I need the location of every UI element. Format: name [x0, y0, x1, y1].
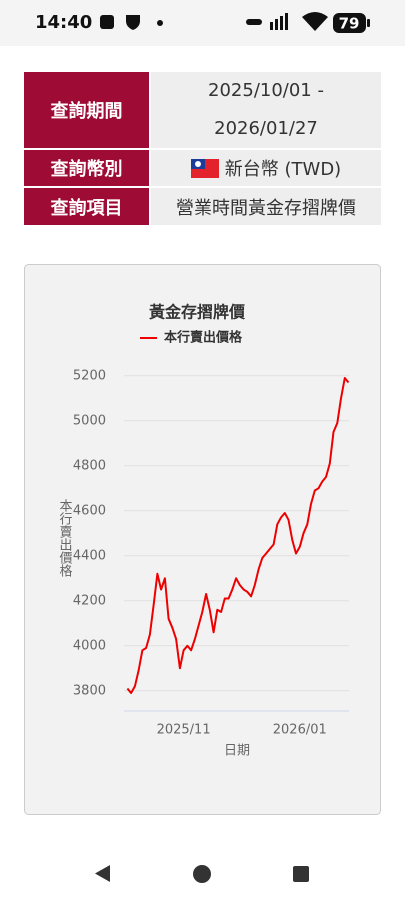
clock: 14:40: [35, 12, 92, 33]
flag-sun: [194, 160, 201, 167]
y-tick-label: 4600: [73, 503, 106, 518]
y-tick-label: 4200: [73, 593, 106, 608]
nav-bar: [95, 865, 309, 883]
row-value: 2025/10/01 - 2026/01/27: [151, 72, 381, 148]
signal-bar: [270, 22, 273, 30]
series-line: [126, 377, 350, 694]
signal-bar: [280, 16, 283, 30]
y-tick-label: 4000: [73, 638, 106, 653]
x-axis-label: 日期: [224, 744, 250, 759]
status-icons: [100, 12, 370, 33]
back-button[interactable]: [95, 865, 110, 882]
recents-button[interactable]: [293, 866, 309, 882]
shield-icon: [126, 15, 140, 30]
wifi-icon: [302, 12, 328, 31]
y-tick-label: 4400: [73, 548, 106, 563]
y-tick-label: 3800: [73, 683, 106, 698]
chart-title: 黃金存摺牌價: [148, 303, 246, 322]
y-tick-label: 5200: [73, 368, 106, 383]
y-axis-label: 本行賣出價格: [57, 499, 73, 577]
app-icon: [100, 15, 114, 29]
signal-bar: [275, 19, 278, 30]
row-value: 新台幣 (TWD): [224, 159, 342, 180]
y-tick-label: 4800: [73, 458, 106, 473]
home-button[interactable]: [193, 865, 211, 883]
row-label: 查詢幣別: [24, 150, 149, 186]
plot: 3800 4000 4200 4400 4600 4800 5000 5200 2025/11 2…: [73, 330, 350, 738]
y-tick-label: 5000: [73, 413, 106, 428]
row-label: 查詢項目: [24, 188, 149, 225]
x-tick-label: 2025/11: [157, 723, 211, 738]
signal-bar: [285, 13, 288, 30]
battery-icon: [333, 13, 366, 33]
row-value-wrap: 新台幣 (TWD): [151, 150, 381, 186]
key-icon: [246, 19, 262, 25]
battery-tip: [367, 19, 370, 27]
chart-card: [24, 264, 381, 815]
dot-icon: [157, 20, 163, 26]
row-label: 查詢期間: [24, 72, 149, 148]
row-value: 營業時間黃金存摺牌價: [151, 188, 381, 225]
legend-label: 本行賣出價格: [164, 330, 243, 346]
flag-icon: [190, 158, 219, 178]
battery-level: 79: [339, 15, 360, 33]
x-tick-label: 2026/01: [273, 723, 327, 738]
